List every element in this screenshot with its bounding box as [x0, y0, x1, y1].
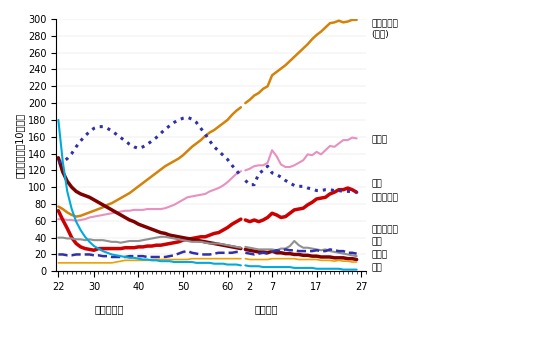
- Text: 肺炎: 肺炎: [372, 180, 382, 189]
- Text: 自殺: 自殺: [372, 238, 382, 247]
- Text: 肝疾患: 肝疾患: [372, 250, 388, 260]
- Text: 不慮の事故: 不慮の事故: [372, 225, 399, 234]
- Text: 平成・年: 平成・年: [255, 304, 278, 314]
- Text: 悪性新生物
(がん): 悪性新生物 (がん): [372, 19, 399, 39]
- Text: 心疾患: 心疾患: [372, 136, 388, 145]
- Text: 昭和・・年: 昭和・・年: [94, 304, 124, 314]
- Text: 脳血管疾患: 脳血管疾患: [372, 193, 399, 203]
- Y-axis label: 死亡率（人口10万対）: 死亡率（人口10万対）: [15, 112, 25, 178]
- Text: 結核: 結核: [372, 263, 382, 272]
